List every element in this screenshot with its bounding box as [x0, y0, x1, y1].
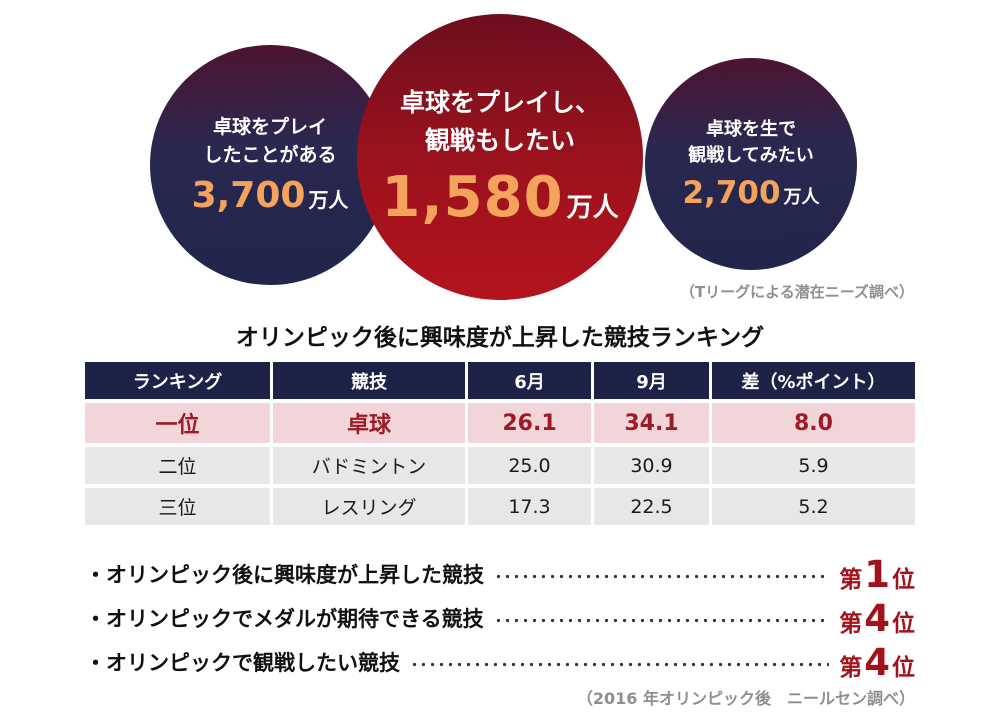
- rank-suffix: 位: [892, 654, 915, 681]
- rank-number: 4: [864, 596, 890, 640]
- ranking-table-title: オリンピック後に興味度が上昇した競技ランキング: [235, 325, 765, 351]
- bullet-rank: 第 1 位: [839, 553, 915, 596]
- rank-prefix: 第: [839, 654, 863, 681]
- table-cell-diff: 8.0: [712, 403, 915, 443]
- bullet-rank: 第 4 位: [839, 597, 915, 640]
- stat-circles: 卓球をプレイ したことがある 3,700 万人 卓球をプレイし、 観戦もしたい …: [0, 0, 1000, 310]
- rank-suffix: 位: [892, 566, 915, 593]
- table-cell-diff: 5.9: [712, 447, 915, 484]
- circle-unit: 万人: [308, 188, 349, 213]
- source-caption-tleague: （Tリーグによる潜在ニーズ調べ）: [679, 283, 914, 301]
- table-cell-sport: バドミントン: [273, 447, 465, 484]
- stat-circle-played: 卓球をプレイ したことがある 3,700 万人: [150, 45, 390, 285]
- column-header-diff: 差（%ポイント）: [712, 362, 915, 399]
- circle-number: 3,700: [191, 175, 306, 217]
- circle-number-row: 1,580 万人: [381, 165, 618, 230]
- rank-suffix: 位: [892, 610, 915, 637]
- table-cell-june: 26.1: [468, 403, 591, 443]
- column-header-june: 6月: [468, 362, 591, 399]
- bullet-line-interest: ・オリンピック後に興味度が上昇した競技 第 1 位: [85, 553, 915, 596]
- bullet-rank: 第 4 位: [839, 641, 915, 684]
- circle-number-row: 2,700 万人: [682, 175, 819, 211]
- table-cell-september: 22.5: [594, 488, 709, 525]
- table-cell-sport: 卓球: [273, 403, 465, 443]
- table-cell-diff: 5.2: [712, 488, 915, 525]
- rank-number: 4: [864, 640, 890, 684]
- bullet-line-watch: ・オリンピックで観戦したい競技 第 4 位: [85, 641, 915, 684]
- stat-circle-watch-live: 卓球を生で 観戦してみたい 2,700 万人: [645, 58, 857, 270]
- circle-unit: 万人: [783, 187, 820, 209]
- table-cell-sport: レスリング: [273, 488, 465, 525]
- ranking-bullets: ・オリンピック後に興味度が上昇した競技 第 1 位 ・オリンピックでメダルが期待…: [85, 553, 915, 688]
- table-cell-rank: 二位: [85, 447, 270, 484]
- circle-label-line: 卓球をプレイ: [212, 115, 327, 138]
- circle-number-row: 3,700 万人: [192, 175, 349, 216]
- bullet-text: ・オリンピックでメダルが期待できる競技: [85, 607, 484, 631]
- table-cell-september: 30.9: [594, 447, 709, 484]
- bullet-text: ・オリンピックで観戦したい競技: [85, 651, 400, 675]
- table-cell-june: 25.0: [468, 447, 591, 484]
- table-cell-rank: 三位: [85, 488, 270, 525]
- circle-label-line: 卓球を生で: [706, 118, 796, 140]
- circle-label-line: 卓球をプレイし、: [399, 88, 600, 117]
- rank-prefix: 第: [839, 566, 863, 593]
- circle-label-line: 観戦してみたい: [688, 145, 814, 166]
- ranking-table: ランキング 競技 6月 9月 差（%ポイント） 一位 卓球 26.1 34.1 …: [85, 362, 915, 525]
- table-cell-rank: 一位: [85, 403, 270, 443]
- dot-leader: [410, 661, 830, 667]
- column-header-sport: 競技: [273, 362, 465, 399]
- rank-prefix: 第: [839, 610, 863, 637]
- column-header-september: 9月: [594, 362, 709, 399]
- stat-circle-play-and-watch: 卓球をプレイし、 観戦もしたい 1,580 万人: [357, 14, 643, 300]
- dot-leader: [493, 617, 830, 623]
- circle-unit: 万人: [566, 193, 619, 223]
- source-caption-nielsen: （2016 年オリンピック後 ニールセン調べ）: [576, 689, 915, 708]
- circle-number: 1,580: [381, 165, 564, 230]
- column-header-ranking: ランキング: [85, 362, 270, 399]
- circle-number: 2,700: [682, 175, 781, 212]
- bullet-line-medal: ・オリンピックでメダルが期待できる競技 第 4 位: [85, 597, 915, 640]
- table-cell-june: 17.3: [468, 488, 591, 525]
- bullet-text: ・オリンピック後に興味度が上昇した競技: [85, 563, 484, 587]
- circle-label-line: したことがある: [203, 143, 337, 166]
- circle-label-line: 観戦もしたい: [424, 125, 575, 155]
- dot-leader: [494, 573, 830, 579]
- rank-number: 1: [864, 552, 890, 596]
- table-cell-september: 34.1: [594, 403, 709, 443]
